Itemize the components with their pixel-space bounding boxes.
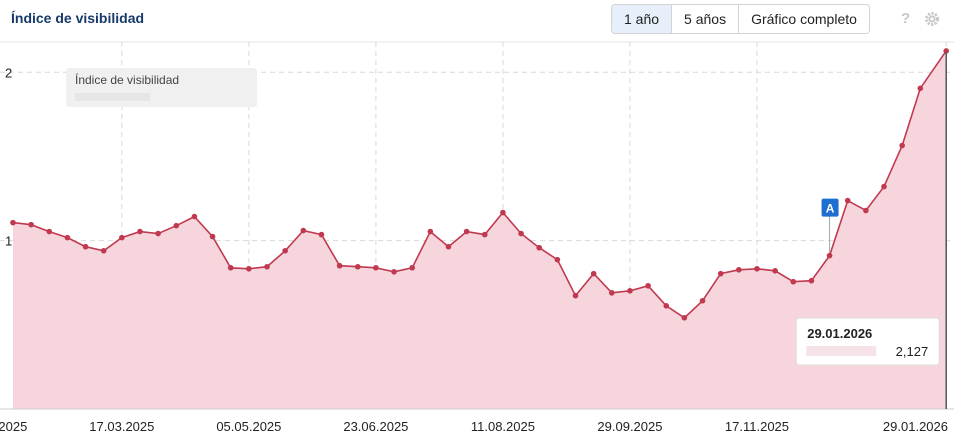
- data-point: [645, 282, 651, 289]
- range-button[interactable]: 5 años: [671, 5, 739, 33]
- x-tick-label: 29.09.2025: [597, 419, 662, 434]
- data-point: [943, 48, 950, 54]
- data-point: [717, 270, 724, 277]
- annotation-flag: [821, 198, 839, 217]
- x-tick-label: 11.08.2025: [471, 419, 535, 434]
- data-point: [481, 231, 488, 238]
- data-point: [427, 228, 434, 235]
- data-point: [681, 314, 688, 321]
- data-point: [64, 234, 71, 241]
- data-point: [209, 233, 216, 240]
- data-point: [137, 228, 143, 235]
- data-point: [82, 243, 89, 250]
- data-point: [373, 264, 379, 271]
- data-point: [699, 297, 706, 304]
- tooltip: 29.01.2026 2,127: [795, 317, 940, 366]
- range-button[interactable]: Gráfico completo: [738, 5, 869, 33]
- data-point: [463, 228, 470, 235]
- data-point: [28, 221, 34, 228]
- data-point: [772, 267, 778, 274]
- data-point: [917, 85, 924, 92]
- data-point: [518, 230, 524, 237]
- x-tick-label: 23.06.2025: [343, 419, 408, 434]
- x-tick-label: 05.05.2025: [216, 419, 281, 434]
- data-point: [100, 247, 107, 254]
- data-point: [282, 247, 288, 254]
- annotation-label: A: [826, 202, 835, 216]
- data-point: [264, 263, 270, 270]
- data-point: [754, 265, 760, 272]
- y-tick-label: 1: [5, 234, 12, 249]
- data-point: [119, 234, 125, 241]
- data-point: [300, 227, 307, 234]
- data-point: [318, 231, 325, 238]
- data-point: [445, 243, 452, 250]
- data-point: [46, 228, 53, 235]
- data-point: [627, 288, 633, 294]
- data-point: [10, 219, 16, 226]
- data-point: [227, 264, 234, 271]
- line: [12, 50, 947, 319]
- tooltip-date: 29.01.2026: [807, 326, 872, 341]
- data-point: [826, 252, 833, 259]
- data-point: [899, 142, 905, 149]
- data-point: [881, 183, 887, 190]
- tooltip-value: 2,127: [896, 344, 929, 359]
- x-tick-label: 27.01.2025: [0, 419, 27, 434]
- data-point: [863, 207, 869, 214]
- data-point: [609, 290, 615, 296]
- x-tick-label: 29.01.2026: [883, 419, 948, 434]
- title: Índice de visibilidad: [11, 10, 145, 26]
- area: [12, 50, 947, 410]
- data-point: [336, 262, 343, 269]
- x-tick-label: 17.11.2025: [725, 419, 789, 434]
- data-point: [790, 278, 797, 285]
- data-point: [590, 270, 597, 277]
- data-point: [736, 266, 742, 273]
- range-button[interactable]: 1 año: [612, 5, 672, 33]
- data-point: [844, 197, 851, 204]
- data-point: [191, 213, 198, 220]
- data-point: [391, 268, 397, 275]
- legend-blur: [75, 93, 150, 101]
- data-point: [155, 230, 161, 237]
- data-point: [246, 265, 252, 272]
- data-point: [354, 263, 361, 270]
- settings-icon[interactable]: [924, 11, 940, 27]
- data-point: [536, 244, 543, 251]
- y-tick-label: 2: [5, 65, 12, 80]
- data-point: [409, 264, 415, 271]
- data-point: [808, 277, 815, 284]
- data-point: [500, 209, 506, 216]
- range-buttons: 1 año 5 años Gráfico completo: [611, 4, 870, 34]
- x-tick-label: 17.03.2025: [89, 419, 154, 434]
- legend-label: Índice de visibilidad: [75, 72, 179, 87]
- tooltip-blur: [806, 346, 877, 356]
- data-point: [663, 303, 670, 309]
- help-icon[interactable]: ?: [901, 10, 911, 27]
- data-point: [554, 256, 561, 263]
- header: Índice de visibilidad 1 año 5 años Gráfico…: [0, 0, 954, 42]
- data-point: [173, 222, 180, 229]
- data-point: [572, 292, 579, 299]
